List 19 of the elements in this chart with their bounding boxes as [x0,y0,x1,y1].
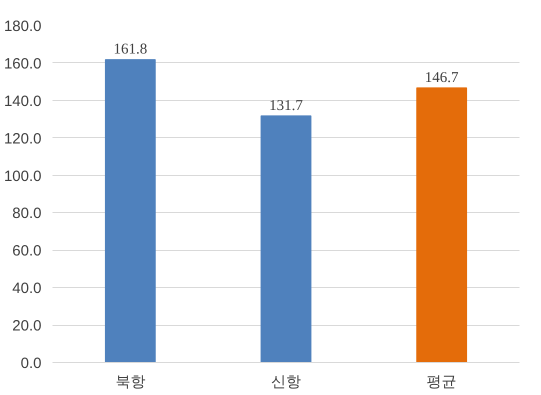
y-tick-label: 80.0 [12,205,42,222]
data-label: 131.7 [269,98,304,114]
bar [416,87,468,362]
y-tick-label: 60.0 [12,242,42,260]
y-tick-label: 160.0 [4,55,42,72]
data-label: 146.7 [424,70,460,86]
x-tick-label: 신항 [271,374,301,390]
bar [260,115,312,362]
y-tick-label: 140.0 [4,92,42,110]
y-tick-label: 100.0 [4,168,42,185]
y-tick-label: 40.0 [12,280,42,298]
y-tick-label: 20.0 [12,318,42,335]
bar [104,59,156,362]
y-tick-label: 180.0 [4,18,42,35]
y-tick-label: 0.0 [20,355,42,372]
data-label: 161.8 [113,42,148,58]
y-tick-label: 120.0 [4,130,42,148]
x-tick-label: 북항 [115,374,146,390]
x-tick-label: 평균 [426,374,457,390]
